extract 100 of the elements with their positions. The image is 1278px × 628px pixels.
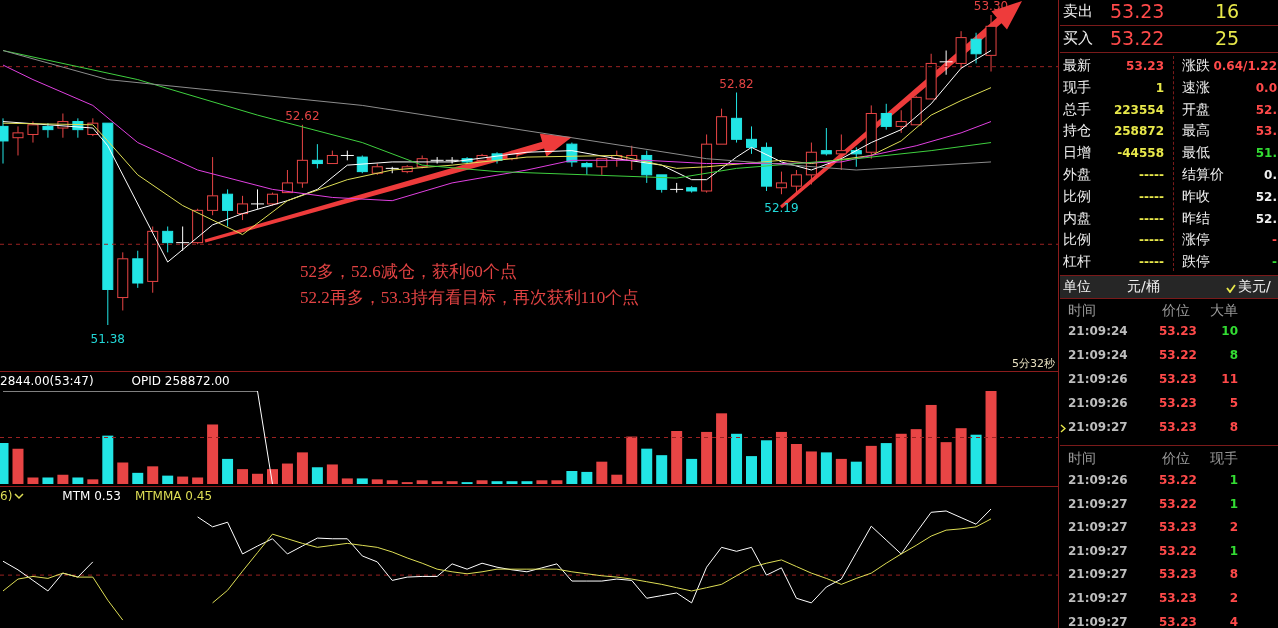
text: 16 (1215, 0, 1240, 22)
candlestick (955, 30, 967, 69)
text: 223554 (1113, 102, 1164, 117)
bar (895, 433, 907, 484)
text: MTMMA 0.45 (134, 489, 213, 503)
text: 53.22 (1110, 27, 1165, 49)
bar (671, 430, 683, 484)
annotation: 51.38 (89, 332, 126, 346)
text: 时间 (1068, 302, 1096, 320)
text: 比例 (1063, 187, 1091, 206)
candlestick (12, 125, 24, 156)
bar (940, 442, 952, 484)
bar (326, 464, 338, 484)
text: 卖出 (1063, 2, 1093, 21)
text: 53.23 (1158, 591, 1198, 605)
text: ----- (1139, 233, 1164, 248)
bar (551, 480, 563, 484)
text: 现手 (1210, 450, 1238, 468)
annotation: 52.62 (284, 108, 321, 123)
text: 1 (1229, 473, 1238, 487)
bar (222, 458, 234, 484)
bar (805, 451, 817, 484)
text: 21:09:27 (1068, 591, 1128, 605)
candlestick (731, 92, 743, 144)
bar (296, 452, 308, 484)
text: 杠杆 (1063, 253, 1091, 272)
bar (72, 477, 84, 484)
text: 11 (1221, 372, 1238, 386)
candlestick (746, 125, 758, 155)
text: 最新 (1063, 57, 1091, 75)
bar (566, 470, 578, 484)
bar (207, 424, 219, 484)
bar (536, 480, 548, 484)
bar (626, 436, 638, 484)
text: 买入 (1063, 29, 1093, 48)
text: 最低 (1182, 144, 1210, 163)
text: 5 (1229, 396, 1238, 410)
bar (716, 413, 728, 484)
text: 21:09:27 (1068, 420, 1128, 434)
text: 21:09:27 (1068, 614, 1128, 628)
text: MTM 0.53 (62, 489, 121, 503)
bar (102, 435, 114, 484)
bar (820, 452, 832, 484)
text: 最高 (1182, 122, 1210, 141)
text: 大单 (1210, 302, 1238, 320)
series-label: OPID 258872.00 (131, 374, 230, 388)
text: 10 (1221, 324, 1238, 338)
candlestick (117, 251, 129, 311)
text: 51. (1254, 146, 1277, 161)
text: 4 (1229, 614, 1238, 628)
text: 外盘 (1063, 166, 1091, 184)
text: 21:09:26 (1068, 372, 1128, 386)
bar (596, 461, 608, 484)
text: 25 (1215, 27, 1240, 49)
text: ----- (1139, 168, 1164, 182)
bar (760, 440, 772, 484)
bar (850, 461, 862, 484)
bar (865, 445, 877, 484)
text: 53.23 (1158, 372, 1198, 386)
text: 价位 (1162, 450, 1190, 468)
text: 8 (1229, 567, 1238, 582)
text: 53.23 (1110, 0, 1165, 22)
bar (252, 473, 264, 484)
annotation: 52.2再多，53.3持有看目标，再次获利110个点 (300, 287, 640, 309)
text: 昨结 (1182, 209, 1210, 228)
bar (57, 474, 69, 484)
candlestick (775, 171, 787, 195)
bar (446, 481, 458, 484)
bar (506, 481, 518, 484)
bar (790, 444, 802, 484)
bar (42, 477, 54, 484)
bar (476, 480, 488, 484)
text: 5分32秒 (1012, 356, 1055, 371)
bar (641, 448, 653, 484)
bar (341, 478, 353, 484)
text: 比例 (1063, 231, 1091, 250)
text: 1 (1155, 80, 1164, 95)
text: 2 (1229, 520, 1238, 535)
text: 52. (1254, 102, 1277, 117)
bar (686, 458, 698, 484)
text: 53.22 (1158, 473, 1198, 487)
text: 0. (1264, 168, 1277, 182)
text: 1 (1229, 543, 1238, 558)
bar (701, 431, 713, 484)
text: 跌停 (1182, 253, 1210, 272)
chart-title: 2844.00(53:47) (0, 374, 94, 388)
bar (117, 462, 129, 484)
bar (356, 478, 368, 484)
bar (162, 475, 174, 484)
bar (656, 455, 668, 484)
text: 0.64/1.22 (1212, 59, 1277, 73)
text: 53.23 (1126, 59, 1164, 73)
text: 0.0 (1254, 80, 1277, 95)
bar (985, 391, 997, 484)
bar (281, 463, 293, 484)
text: 21:09:27 (1068, 520, 1128, 535)
bar (775, 431, 787, 484)
bar (970, 434, 982, 484)
text: 时间 (1068, 450, 1096, 468)
bar (581, 471, 593, 484)
